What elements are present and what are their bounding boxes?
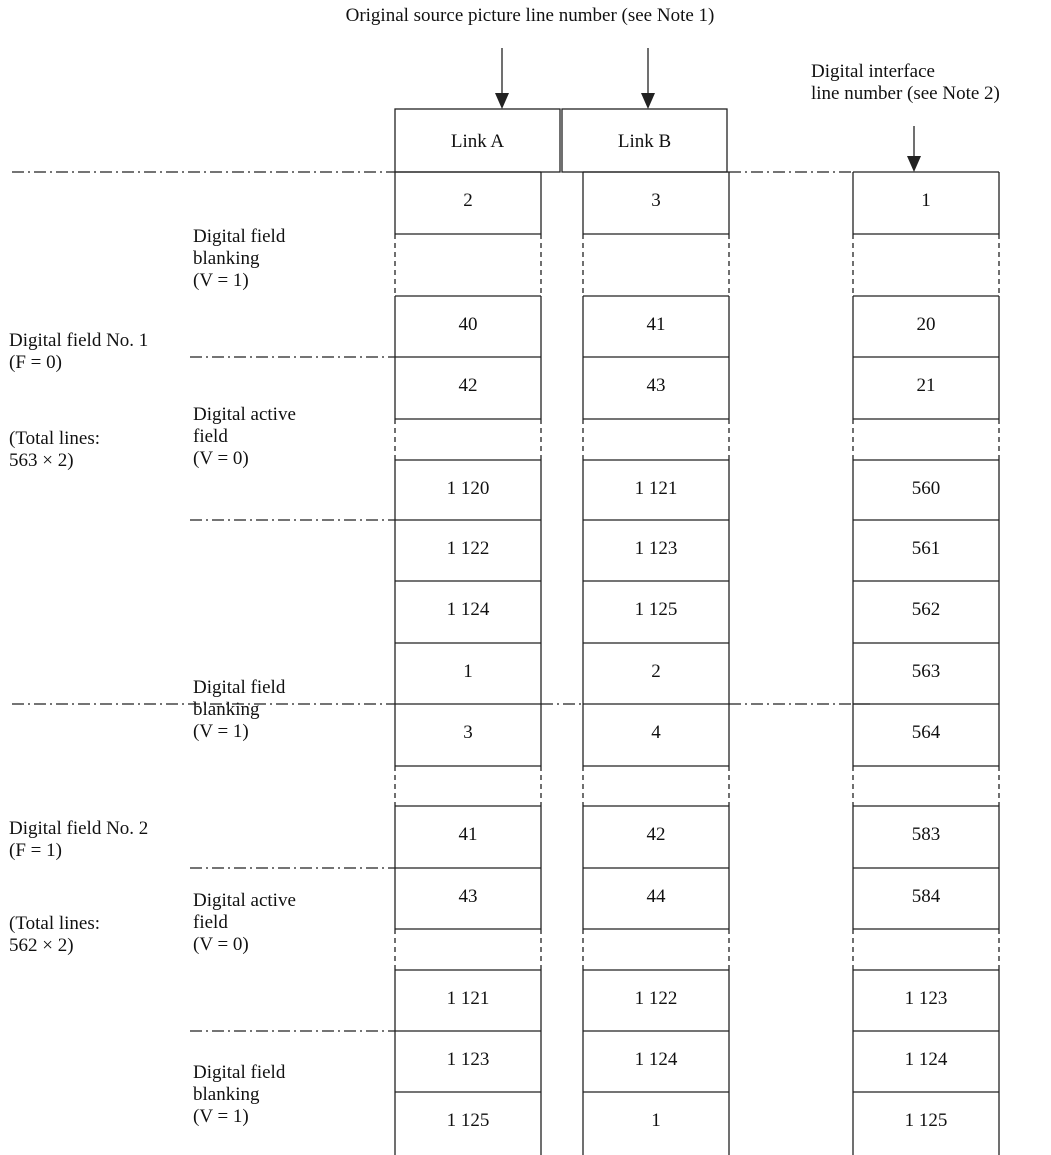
field-2-flag: (F = 1) <box>9 840 62 861</box>
line-number-cell: 1 125 <box>446 1110 490 1131</box>
field-1-name: Digital field No. 1 <box>9 330 149 351</box>
line-number-cell: 1 125 <box>904 1110 948 1131</box>
blanking-2-line-1: Digital field <box>193 677 286 698</box>
field-2-total-line-2: 562 × 2) <box>9 935 74 956</box>
line-number-cell: 44 <box>646 886 666 907</box>
line-number-cell: 20 <box>916 314 936 335</box>
line-number-cell: 584 <box>911 886 941 907</box>
active-2-line-3: (V = 0) <box>193 934 249 955</box>
field-2-label: Digital field No. 2 (F = 1) <box>9 818 148 862</box>
line-number-cell: 2 <box>651 661 661 682</box>
line-number-cell: 42 <box>646 824 666 845</box>
line-number-cell: 3 <box>651 190 661 211</box>
blanking-2-line-3: (V = 1) <box>193 721 249 742</box>
active-label-1: Digital active field (V = 0) <box>193 404 296 470</box>
line-number-cell: 4 <box>651 722 661 743</box>
active-2-line-2: field <box>193 912 228 933</box>
active-2-line-1: Digital active <box>193 890 296 911</box>
line-number-cell: 40 <box>458 314 478 335</box>
line-number-cell: 21 <box>916 375 936 396</box>
line-number-cell: 562 <box>911 599 941 620</box>
field-1-flag: (F = 0) <box>9 352 62 373</box>
line-number-cell: 42 <box>458 375 478 396</box>
arrow-interface-head <box>907 156 921 172</box>
blanking-2-line-2: blanking <box>193 699 260 720</box>
blanking-1-line-3: (V = 1) <box>193 270 249 291</box>
line-number-cell: 563 <box>911 661 941 682</box>
line-number-cell: 1 <box>651 1110 661 1131</box>
line-number-cell: 561 <box>911 538 941 559</box>
source-line-caption: Original source picture line number (see… <box>345 5 715 26</box>
link-b-header: Link B <box>617 131 672 152</box>
line-number-cell: 1 124 <box>904 1049 948 1070</box>
blanking-label-3: Digital field blanking (V = 1) <box>193 1062 285 1128</box>
line-number-cell: 43 <box>458 886 478 907</box>
line-number-cell: 1 121 <box>446 988 490 1009</box>
blanking-1-line-2: blanking <box>193 248 260 269</box>
line-number-cell: 1 122 <box>446 538 490 559</box>
blanking-label-2: Digital field blanking (V = 1) <box>193 677 285 743</box>
line-number-cell: 1 125 <box>634 599 678 620</box>
field-1-label: Digital field No. 1 (F = 0) <box>9 330 148 374</box>
arrow-link-b-head <box>641 93 655 109</box>
interface-line-caption: Digital interface line number (see Note … <box>811 61 1000 105</box>
line-number-cell: 3 <box>463 722 473 743</box>
line-number-cell: 1 <box>463 661 473 682</box>
blanking-label-1: Digital field blanking (V = 1) <box>193 226 285 292</box>
blanking-1-line-1: Digital field <box>193 226 286 247</box>
line-number-cell: 1 121 <box>634 478 678 499</box>
line-number-cell: 41 <box>458 824 478 845</box>
line-number-cell: 564 <box>911 722 941 743</box>
line-number-cell: 1 122 <box>634 988 678 1009</box>
line-number-cell: 43 <box>646 375 666 396</box>
active-1-line-2: field <box>193 426 228 447</box>
active-1-line-3: (V = 0) <box>193 448 249 469</box>
line-number-cell: 1 120 <box>446 478 490 499</box>
blanking-3-line-3: (V = 1) <box>193 1106 249 1127</box>
interface-caption-line-2: line number (see Note 2) <box>811 83 1000 104</box>
blanking-3-line-2: blanking <box>193 1084 260 1105</box>
blanking-3-line-1: Digital field <box>193 1062 286 1083</box>
line-number-cell: 1 <box>921 190 931 211</box>
active-label-2: Digital active field (V = 0) <box>193 890 296 956</box>
line-number-cell: 1 123 <box>904 988 948 1009</box>
line-number-cell: 1 124 <box>634 1049 678 1070</box>
line-number-cell: 560 <box>911 478 941 499</box>
line-number-cell: 2 <box>463 190 473 211</box>
field-2-total-label: (Total lines: 562 × 2) <box>9 913 100 957</box>
line-number-cell: 583 <box>911 824 941 845</box>
line-number-cell: 1 123 <box>446 1049 490 1070</box>
interface-caption-line-1: Digital interface <box>811 61 935 82</box>
active-1-line-1: Digital active <box>193 404 296 425</box>
line-number-cell: 41 <box>646 314 666 335</box>
line-number-cell: 1 123 <box>634 538 678 559</box>
arrow-link-a-head <box>495 93 509 109</box>
field-1-total-line-2: 563 × 2) <box>9 450 74 471</box>
field-1-total-label: (Total lines: 563 × 2) <box>9 428 100 472</box>
line-number-cell: 1 124 <box>446 599 490 620</box>
field-1-total-line-1: (Total lines: <box>9 428 101 449</box>
field-2-name: Digital field No. 2 <box>9 818 149 839</box>
link-a-header: Link A <box>450 131 505 152</box>
field-2-total-line-1: (Total lines: <box>9 913 101 934</box>
